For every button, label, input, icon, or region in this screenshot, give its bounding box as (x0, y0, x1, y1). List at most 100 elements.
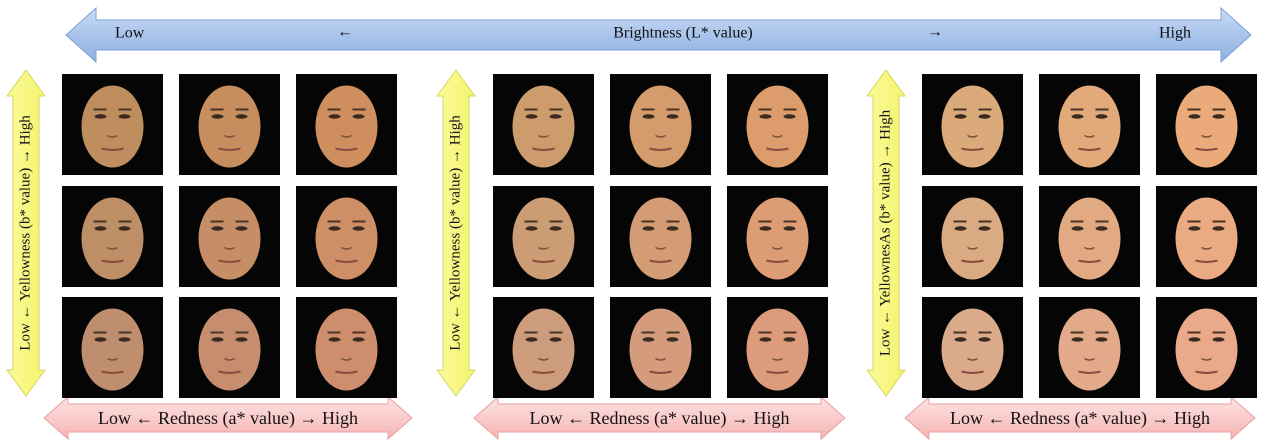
yellowness-label: Low ← Yellowness (b* value) → High (17, 115, 33, 351)
right-eye (666, 337, 679, 342)
right-eye (783, 114, 796, 119)
left-eye (94, 114, 107, 119)
shapes (6, 6, 1257, 441)
nose (655, 357, 666, 361)
face (81, 197, 144, 280)
face (629, 85, 692, 168)
right-eye (1095, 114, 1108, 119)
right-eye (666, 114, 679, 119)
face-image (922, 74, 1023, 175)
left-eye (1188, 226, 1201, 231)
left-eye (954, 337, 967, 342)
left-eye (1188, 114, 1201, 119)
right-eye (352, 226, 365, 231)
face-image (610, 74, 711, 175)
face (1175, 308, 1238, 391)
face (512, 197, 575, 280)
yellowness-label: Low ← YellownesAs (b* value) → High (877, 109, 893, 356)
face-image (296, 74, 397, 175)
mouth (961, 370, 984, 374)
right-eye (1212, 337, 1225, 342)
top-low: Low (115, 25, 145, 42)
face (1058, 197, 1121, 280)
nose (967, 246, 978, 250)
left-eye (954, 114, 967, 119)
left-eye (642, 337, 655, 342)
face (512, 85, 575, 168)
nose (341, 246, 352, 250)
nose (538, 246, 549, 250)
face (629, 308, 692, 391)
redness-label: Low ← Redness (a* value) → High (98, 408, 358, 429)
left-eye (1071, 114, 1084, 119)
nose (224, 246, 235, 250)
face-image (493, 297, 594, 398)
left-eye (328, 337, 341, 342)
right-eye (978, 226, 991, 231)
mouth (101, 259, 124, 263)
face-image (610, 297, 711, 398)
mouth (766, 370, 789, 374)
nose (107, 246, 118, 250)
face-image (1156, 297, 1257, 398)
nose (224, 357, 235, 361)
redness-arrow (473, 395, 846, 441)
labels: Low ← Brightness (L* value) → High Low ←… (17, 24, 1210, 429)
yellowness-arrow (436, 69, 476, 397)
right-eye (666, 226, 679, 231)
left-eye (94, 337, 107, 342)
left-eye (328, 226, 341, 231)
left-eye (642, 226, 655, 231)
right-eye (783, 226, 796, 231)
nose (967, 357, 978, 361)
right-eye (783, 337, 796, 342)
face-image (179, 297, 280, 398)
mouth (1195, 259, 1218, 263)
nose (1084, 246, 1095, 250)
face (746, 197, 809, 280)
nose (1084, 357, 1095, 361)
face-image (179, 186, 280, 287)
face (1058, 85, 1121, 168)
face (629, 197, 692, 280)
nose (1201, 246, 1212, 250)
right-eye (352, 337, 365, 342)
mouth (1195, 147, 1218, 151)
mouth (101, 370, 124, 374)
mouth (218, 370, 241, 374)
face (746, 85, 809, 168)
face-image (493, 74, 594, 175)
right-eye (549, 226, 562, 231)
mouth (1078, 259, 1101, 263)
left-eye (759, 337, 772, 342)
mouth (532, 370, 555, 374)
face (512, 308, 575, 391)
left-eye (94, 226, 107, 231)
mouth (335, 370, 358, 374)
face (315, 308, 378, 391)
face (1175, 85, 1238, 168)
nose (1201, 357, 1212, 361)
mouth (335, 259, 358, 263)
nose (772, 357, 783, 361)
nose (1201, 134, 1212, 138)
mouth (218, 147, 241, 151)
left-eye (328, 114, 341, 119)
face (941, 308, 1004, 391)
top-left-arrow: ← (337, 24, 353, 41)
face-image (62, 297, 163, 398)
mouth (649, 259, 672, 263)
left-eye (211, 114, 224, 119)
face-image (296, 186, 397, 287)
face-image (1156, 186, 1257, 287)
nose (655, 134, 666, 138)
face-image (610, 186, 711, 287)
nose (107, 134, 118, 138)
redness-arrow (43, 395, 413, 441)
left-eye (525, 337, 538, 342)
left-eye (642, 114, 655, 119)
yellowness-arrow (866, 69, 906, 397)
face-image (922, 186, 1023, 287)
face (81, 308, 144, 391)
face-image (1039, 186, 1140, 287)
